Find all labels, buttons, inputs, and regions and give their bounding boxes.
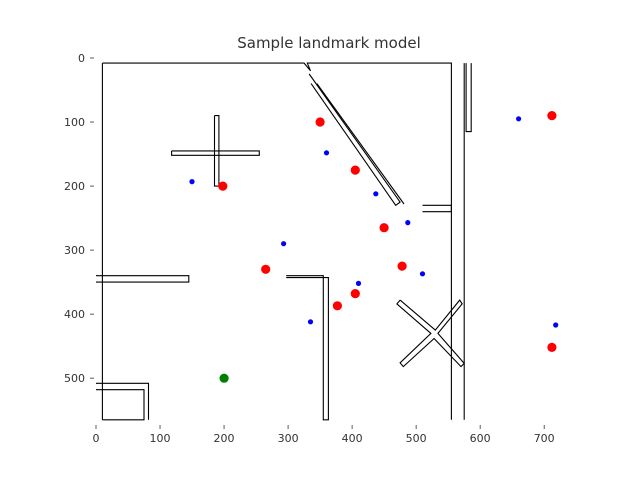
wall-8 xyxy=(308,73,401,207)
red-point-5 xyxy=(332,301,342,311)
blue-point-8 xyxy=(516,116,522,122)
blue-point-4 xyxy=(355,280,362,286)
y-tick-label-1: 100 xyxy=(64,116,85,129)
red-point-2 xyxy=(379,223,389,233)
y-tick-label-0: 0 xyxy=(78,52,85,65)
x-tick-label-7: 700 xyxy=(534,432,555,445)
wall-11 xyxy=(422,204,452,213)
x-tick-label-0: 0 xyxy=(93,432,100,445)
x-tick-label-1: 100 xyxy=(150,432,171,445)
blue-point-7 xyxy=(189,179,195,185)
wall-0 xyxy=(102,62,452,420)
blue-point-3 xyxy=(419,271,426,277)
wall-2 xyxy=(96,389,145,421)
blue-point-6 xyxy=(281,241,287,247)
wall-10 xyxy=(465,63,472,133)
y-axis: 0 100 200 300 400 500 xyxy=(64,52,94,385)
blue-point-5 xyxy=(307,319,314,325)
wall-7 xyxy=(171,150,260,156)
blue-point-1 xyxy=(373,191,379,197)
wall-5 xyxy=(286,275,329,421)
chart-title: Sample landmark model xyxy=(237,34,421,52)
blue-point-9 xyxy=(553,322,559,328)
wall-3 xyxy=(96,382,150,420)
red-point-3 xyxy=(397,261,407,271)
blue-point-2 xyxy=(405,220,411,226)
y-tick-label-4: 400 xyxy=(64,308,85,321)
wall-12 xyxy=(396,299,465,368)
x-tick-label-5: 500 xyxy=(406,432,427,445)
wall-4 xyxy=(96,275,190,283)
x-tick-label-6: 600 xyxy=(470,432,491,445)
x-axis: 0 100 200 300 400 500 600 700 xyxy=(93,425,555,445)
wall-9 xyxy=(316,83,405,205)
x-tick-label-2: 200 xyxy=(214,432,235,445)
red-point-0 xyxy=(315,117,325,127)
red-point-7 xyxy=(218,181,228,191)
red-point-4 xyxy=(350,289,360,299)
landmark-points xyxy=(189,111,559,383)
y-tick-label-3: 300 xyxy=(64,244,85,257)
x-tick-label-3: 300 xyxy=(278,432,299,445)
red-point-6 xyxy=(261,264,271,274)
red-point-8 xyxy=(547,111,557,121)
green-point-0 xyxy=(219,373,229,383)
y-tick-label-2: 200 xyxy=(64,180,85,193)
blue-point-0 xyxy=(323,150,330,156)
x-tick-label-4: 400 xyxy=(342,432,363,445)
map-walls xyxy=(96,62,472,421)
red-point-1 xyxy=(350,165,360,175)
red-point-9 xyxy=(547,342,557,352)
y-tick-label-5: 500 xyxy=(64,372,85,385)
